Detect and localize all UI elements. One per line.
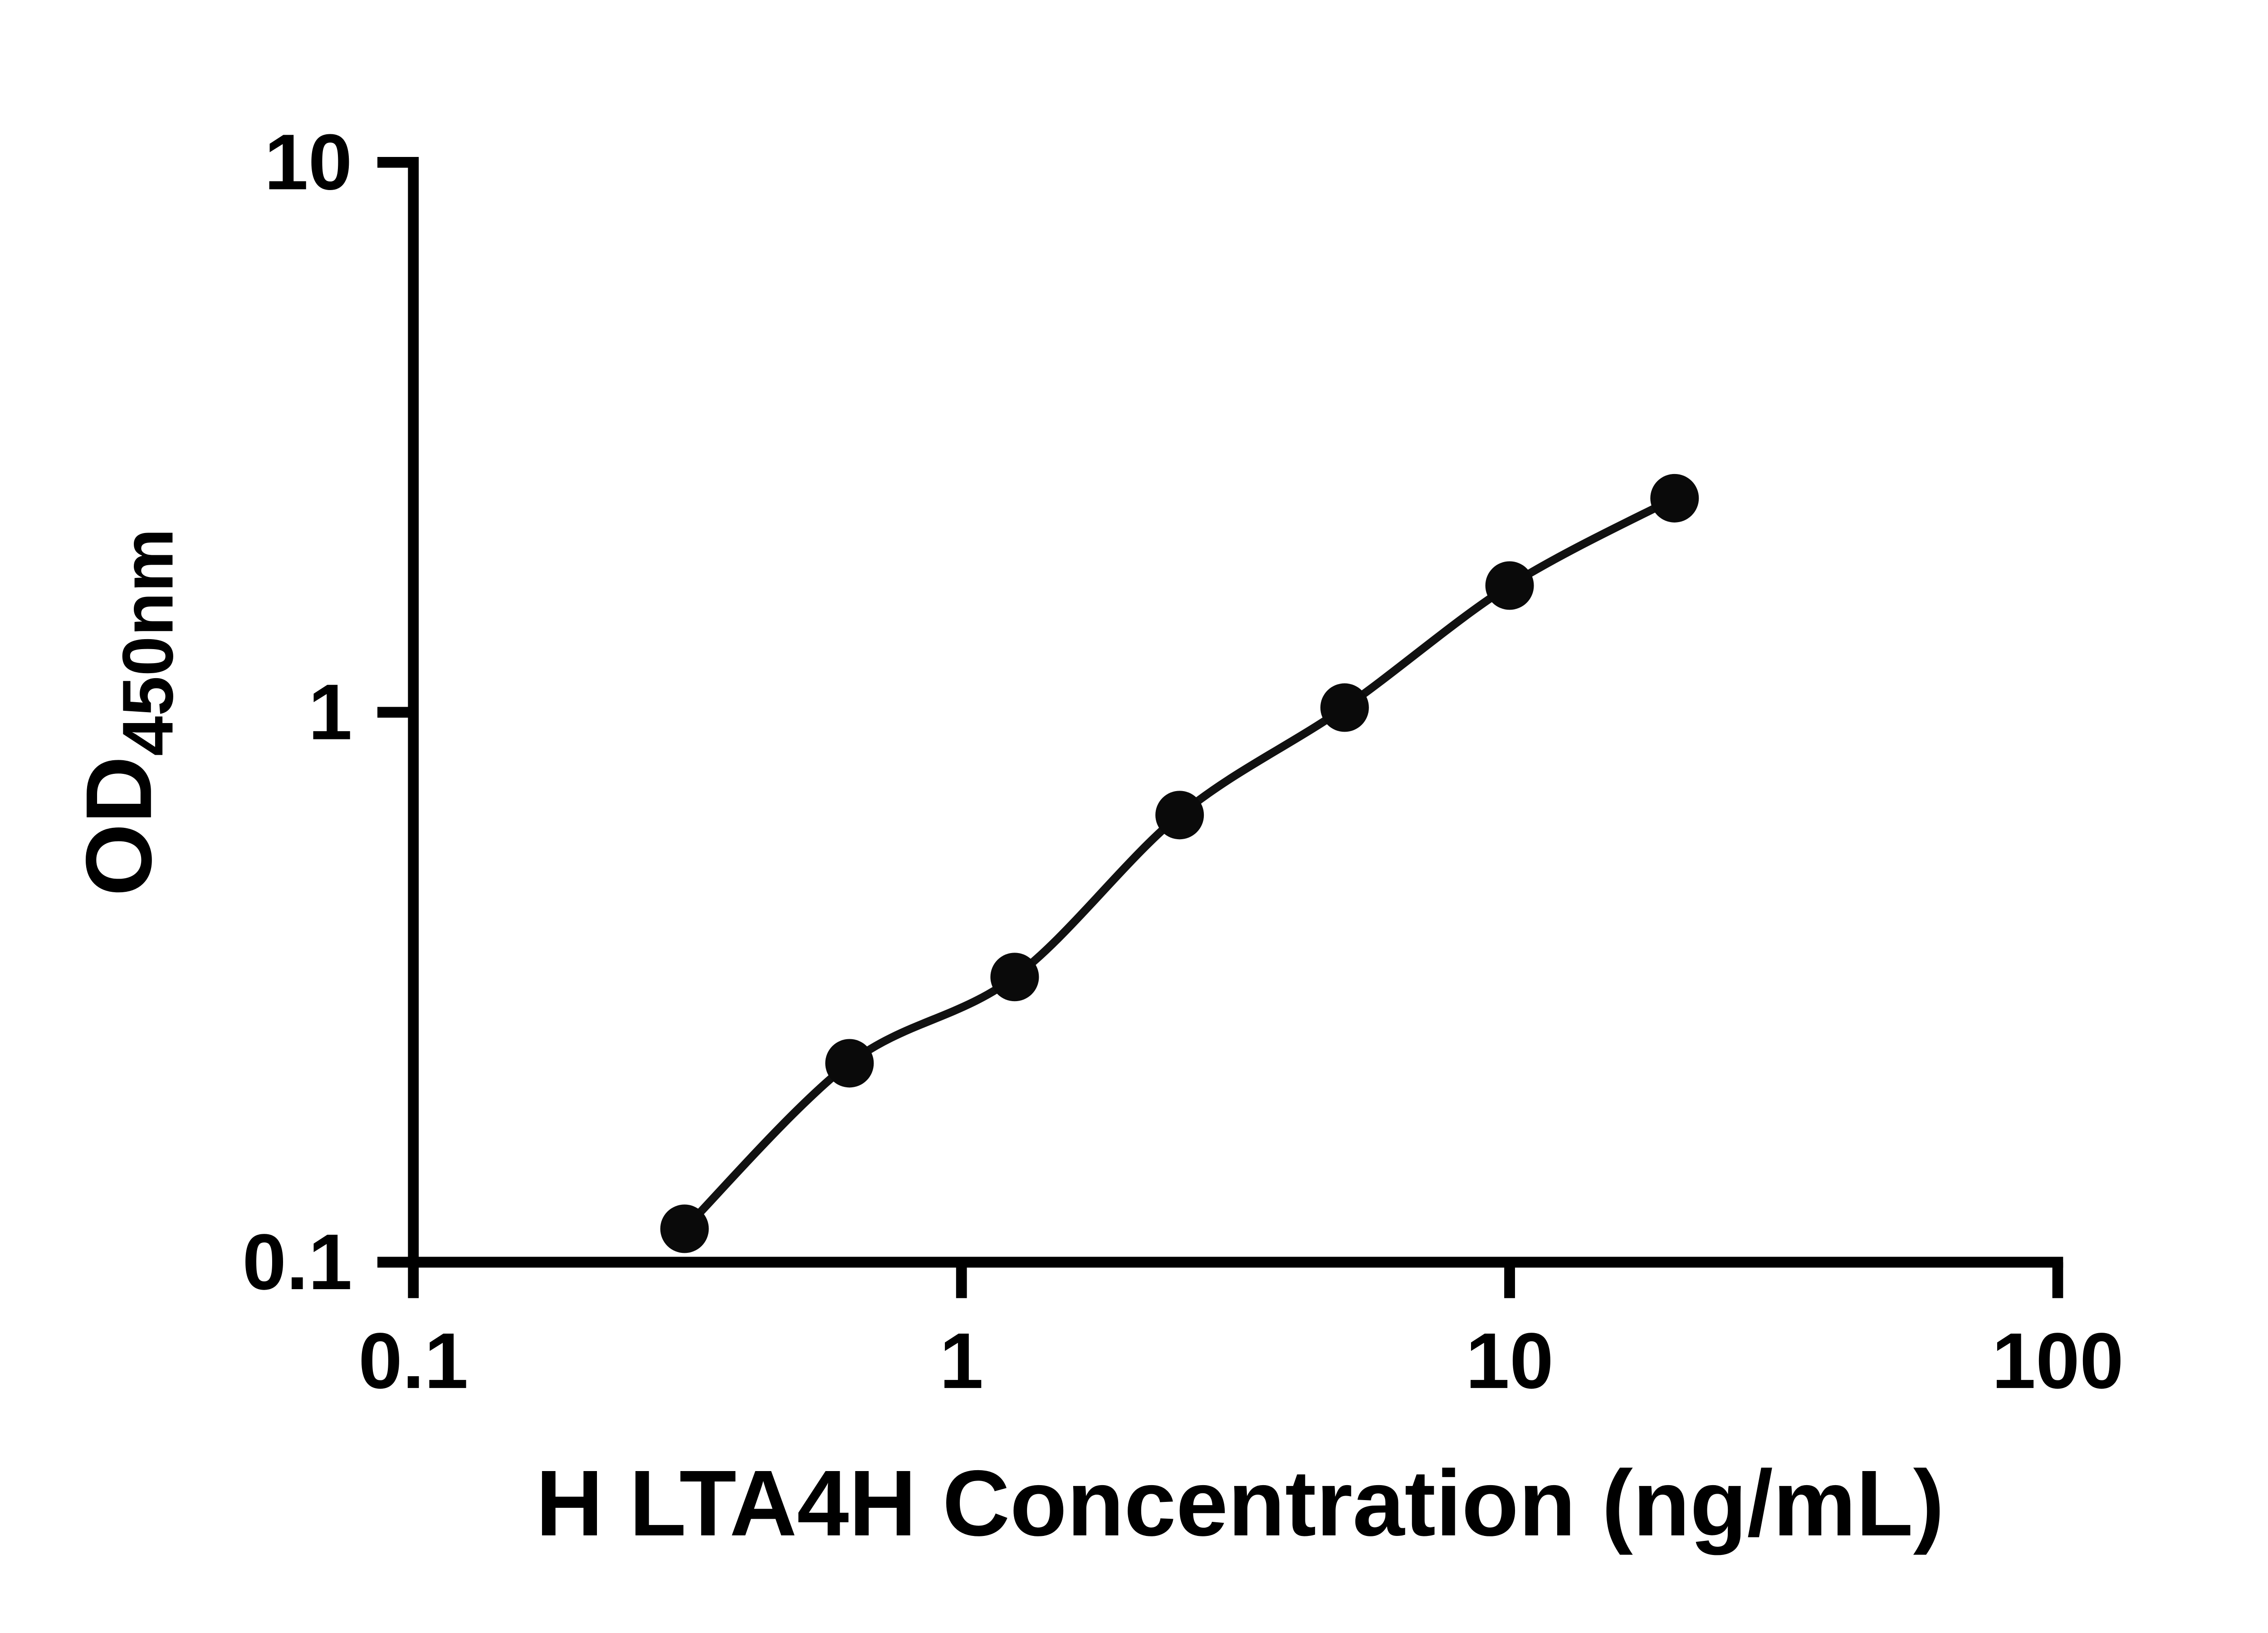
data-point bbox=[1485, 561, 1534, 610]
x-tick-label: 1 bbox=[939, 1316, 983, 1405]
x-tick-label: 10 bbox=[1466, 1316, 1554, 1405]
x-tick-label: 0.1 bbox=[358, 1316, 468, 1405]
data-point bbox=[825, 1039, 874, 1088]
y-axis-title-subscript: 450nm bbox=[108, 528, 188, 756]
data-point bbox=[660, 1204, 709, 1253]
x-axis-title: H LTA4H Concentration (ng/mL) bbox=[536, 1451, 1944, 1555]
y-axis-title-main: OD bbox=[66, 756, 171, 896]
fit-curve bbox=[681, 494, 1677, 1232]
axes bbox=[408, 156, 2063, 1268]
x-tick-label: 100 bbox=[1992, 1316, 2124, 1405]
data-point bbox=[1650, 474, 1699, 523]
y-tick-label: 1 bbox=[308, 668, 352, 756]
data-point bbox=[990, 953, 1039, 1002]
data-point bbox=[1320, 683, 1369, 732]
y-axis-title: OD450nm bbox=[66, 528, 188, 896]
data-point bbox=[1155, 791, 1204, 840]
y-tick-label: 0.1 bbox=[242, 1217, 352, 1306]
plot-layer: 0.1 1 10 100 0.1 1 10 bbox=[242, 117, 2124, 1405]
y-tick-label: 10 bbox=[264, 117, 352, 206]
